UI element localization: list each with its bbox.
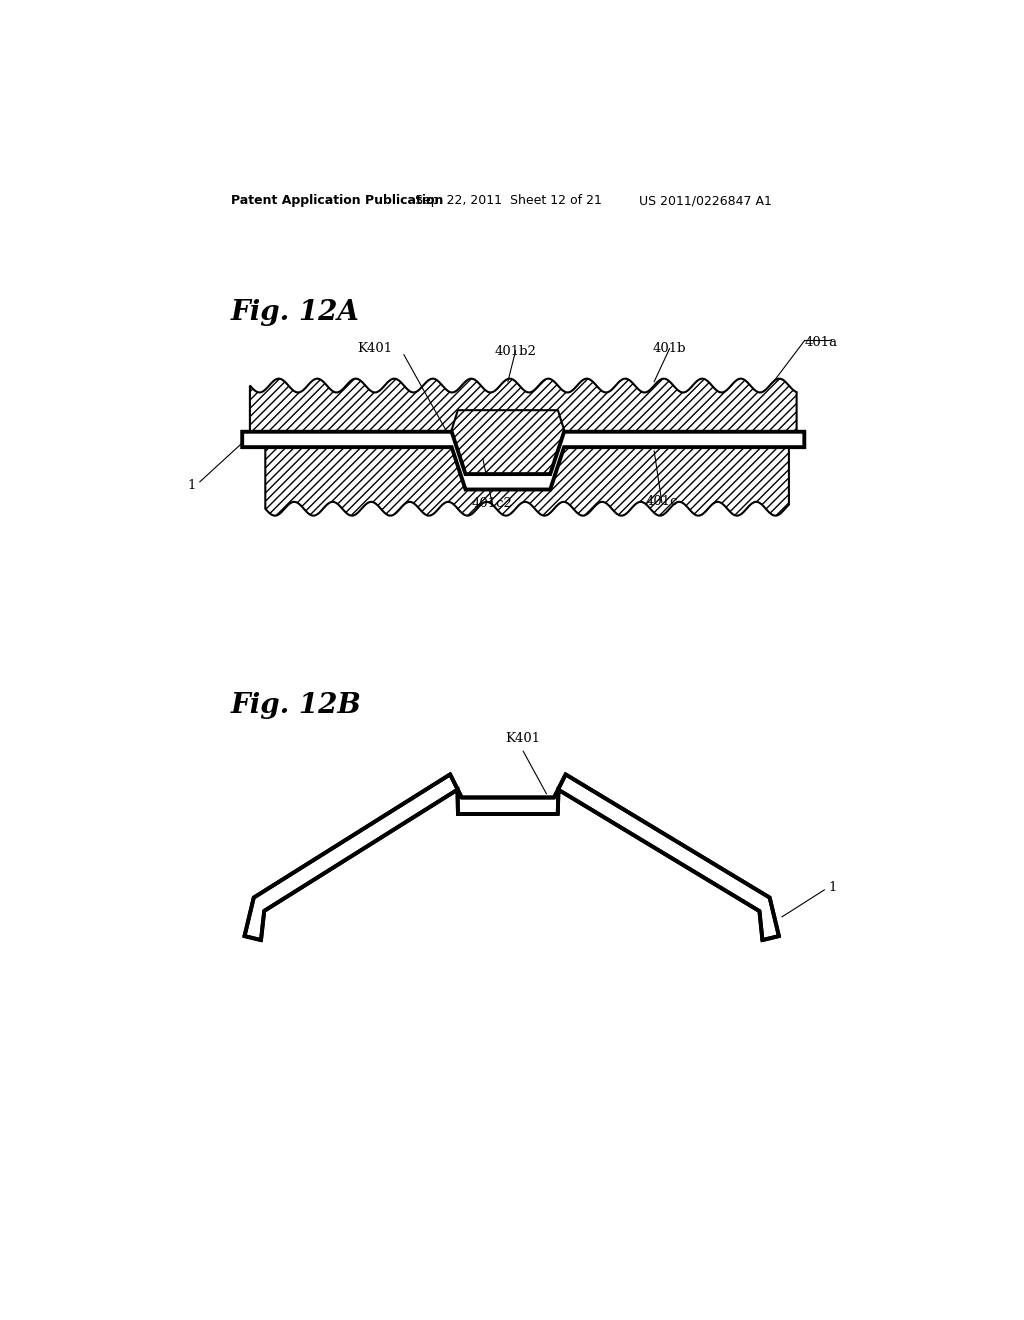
Text: Sep. 22, 2011  Sheet 12 of 21: Sep. 22, 2011 Sheet 12 of 21: [416, 194, 602, 207]
Text: Fig. 12B: Fig. 12B: [230, 692, 361, 718]
Text: 1: 1: [187, 479, 196, 492]
Polygon shape: [243, 432, 804, 490]
Polygon shape: [265, 411, 788, 516]
Text: K401: K401: [357, 342, 392, 355]
Text: US 2011/0226847 A1: US 2011/0226847 A1: [639, 194, 772, 207]
Text: 401b: 401b: [653, 342, 686, 355]
Text: 401a: 401a: [804, 335, 838, 348]
Polygon shape: [250, 379, 797, 474]
Text: K401: K401: [506, 733, 541, 744]
Text: 401b2: 401b2: [495, 345, 537, 358]
Text: Fig. 12A: Fig. 12A: [230, 298, 359, 326]
Text: 401c: 401c: [645, 495, 678, 508]
Text: Patent Application Publication: Patent Application Publication: [230, 194, 443, 207]
Polygon shape: [245, 775, 779, 940]
Text: 1: 1: [828, 880, 837, 894]
Text: 401c2: 401c2: [472, 498, 513, 511]
